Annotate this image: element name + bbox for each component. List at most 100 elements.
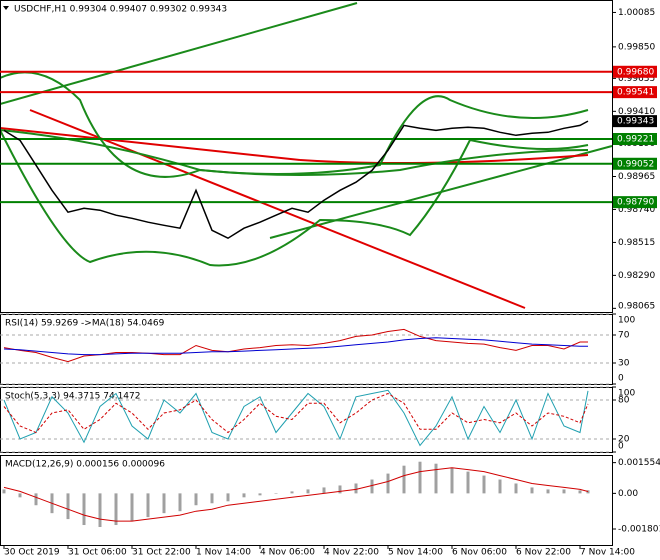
histogram-bar [130, 493, 134, 522]
level-box [613, 65, 657, 78]
histogram-bar [386, 473, 390, 494]
level-box [613, 86, 657, 99]
y-tick-label: 0.98515 [618, 238, 655, 248]
panel-title: USDCHF,H1 0.99304 0.99407 0.99302 0.9934… [14, 5, 227, 15]
x-tick-label: 7 Nov 14:00 [580, 548, 635, 558]
y-tick-label: -0.001801 [618, 524, 660, 534]
histogram-bar [498, 479, 502, 494]
y-tick-label: 100 [618, 316, 635, 326]
moving-average [299, 154, 589, 165]
indicator-line [3, 467, 589, 522]
histogram-bar [210, 493, 214, 504]
x-tick-label: 6 Nov 06:00 [452, 548, 507, 558]
y-tick-label: 0.98740 [618, 205, 655, 215]
histogram-bar [146, 493, 150, 518]
histogram-bar [402, 465, 406, 494]
histogram-bar [546, 489, 550, 494]
trend-line [29, 109, 526, 309]
y-tick-label: 0.98965 [618, 172, 655, 182]
x-tick-label: 6 Nov 22:00 [516, 548, 571, 558]
histogram-bar [418, 461, 422, 494]
histogram-bar [258, 493, 262, 496]
price-line [3, 120, 589, 240]
level-box [613, 196, 657, 209]
histogram-bar [82, 493, 86, 526]
bollinger-lower [0, 129, 589, 267]
y-tick-label: 20 [618, 435, 630, 445]
bollinger-upper [0, 71, 589, 178]
level-box [613, 115, 657, 128]
x-tick-label: 31 Oct 22:00 [132, 548, 191, 558]
histogram-bar [226, 493, 230, 502]
trend-line [0, 127, 301, 161]
indicator-line [3, 337, 588, 356]
histogram-bar [242, 493, 246, 498]
histogram-bar [514, 483, 518, 494]
y-tick-label: 80 [618, 396, 630, 406]
histogram-bar [114, 493, 118, 526]
y-tick-label: 0.98290 [618, 271, 655, 281]
histogram-bar [322, 487, 326, 494]
histogram-bar [2, 489, 6, 494]
histogram-bar [482, 475, 486, 494]
histogram-bar [34, 493, 38, 506]
histogram-bar [290, 491, 294, 494]
y-tick-label: 0.99850 [618, 42, 655, 52]
panel-title: Stoch(5,3,3) 94.3715 74.1472 [5, 392, 140, 402]
indicator-line [3, 392, 589, 434]
histogram-bar [370, 479, 374, 494]
y-tick-label: 0 [618, 442, 624, 452]
y-tick-label: 0 [618, 374, 624, 384]
histogram-bar [178, 493, 182, 512]
histogram-bar [194, 493, 198, 506]
y-tick-label: 0.001554 [618, 458, 660, 468]
histogram-bar [98, 493, 102, 527]
histogram-bar [306, 489, 310, 494]
level-box [613, 157, 657, 170]
x-tick-label: 4 Nov 22:00 [324, 548, 379, 558]
trend-line [0, 2, 358, 105]
x-tick-label: 4 Nov 06:00 [260, 548, 315, 558]
y-tick-label: 0.98065 [618, 302, 655, 312]
bollinger-middle [0, 129, 589, 176]
trend-lines [0, 2, 613, 309]
histogram-bar [162, 493, 166, 514]
level-label: 0.98790 [617, 198, 654, 208]
histogram-bar [578, 490, 582, 494]
panel-frame [0, 455, 613, 546]
y-tick-label: 0.99410 [618, 107, 655, 117]
y-tick-label: 70 [618, 331, 630, 341]
level-label: 0.99052 [617, 159, 654, 169]
panel-frame [0, 0, 613, 313]
panel-title: MACD(12,26,9) 0.000156 0.000096 [5, 460, 165, 470]
x-tick-label: 1 Nov 14:00 [196, 548, 251, 558]
histogram-bar [450, 467, 454, 494]
histogram-bar [338, 485, 342, 494]
y-tick-label: 30 [618, 359, 630, 369]
y-tick-label: 0.00 [618, 489, 638, 499]
level-box [613, 133, 657, 146]
x-tick-label: 30 Oct 2019 [4, 548, 60, 558]
y-tick-label: 1.00085 [618, 8, 655, 18]
histogram-bar [18, 493, 22, 498]
title-arrow [3, 6, 9, 10]
x-tick-label: 5 Nov 14:00 [388, 548, 443, 558]
y-tick-label: 0.99635 [618, 74, 655, 84]
panel-title: RSI(14) 59.9269 ->MA(18) 54.0469 [5, 319, 165, 329]
level-label: 0.99343 [617, 117, 654, 127]
histogram-bar [434, 463, 438, 494]
histogram-bar [66, 493, 70, 520]
histogram-bar [530, 487, 534, 494]
histogram-bar [586, 490, 590, 494]
level-label: 0.99221 [617, 135, 654, 145]
histogram-bar [274, 493, 278, 494]
y-tick-label: 100 [618, 389, 635, 399]
histogram-bar [354, 483, 358, 494]
x-tick-label: 31 Oct 06:00 [68, 548, 127, 558]
histogram-bar [466, 471, 470, 494]
indicator-line [3, 389, 589, 447]
histogram-bar [562, 489, 566, 494]
level-label: 0.99680 [617, 67, 654, 77]
